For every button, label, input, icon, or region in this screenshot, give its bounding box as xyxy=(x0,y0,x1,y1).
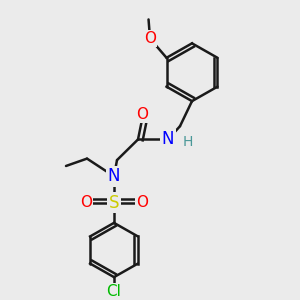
Text: O: O xyxy=(136,195,148,210)
Text: O: O xyxy=(144,31,156,46)
Text: O: O xyxy=(80,195,92,210)
Text: N: N xyxy=(108,167,120,185)
Text: Cl: Cl xyxy=(106,284,122,299)
Text: H: H xyxy=(182,135,193,149)
Text: O: O xyxy=(136,107,148,122)
Text: S: S xyxy=(109,194,119,212)
Text: N: N xyxy=(162,130,174,148)
